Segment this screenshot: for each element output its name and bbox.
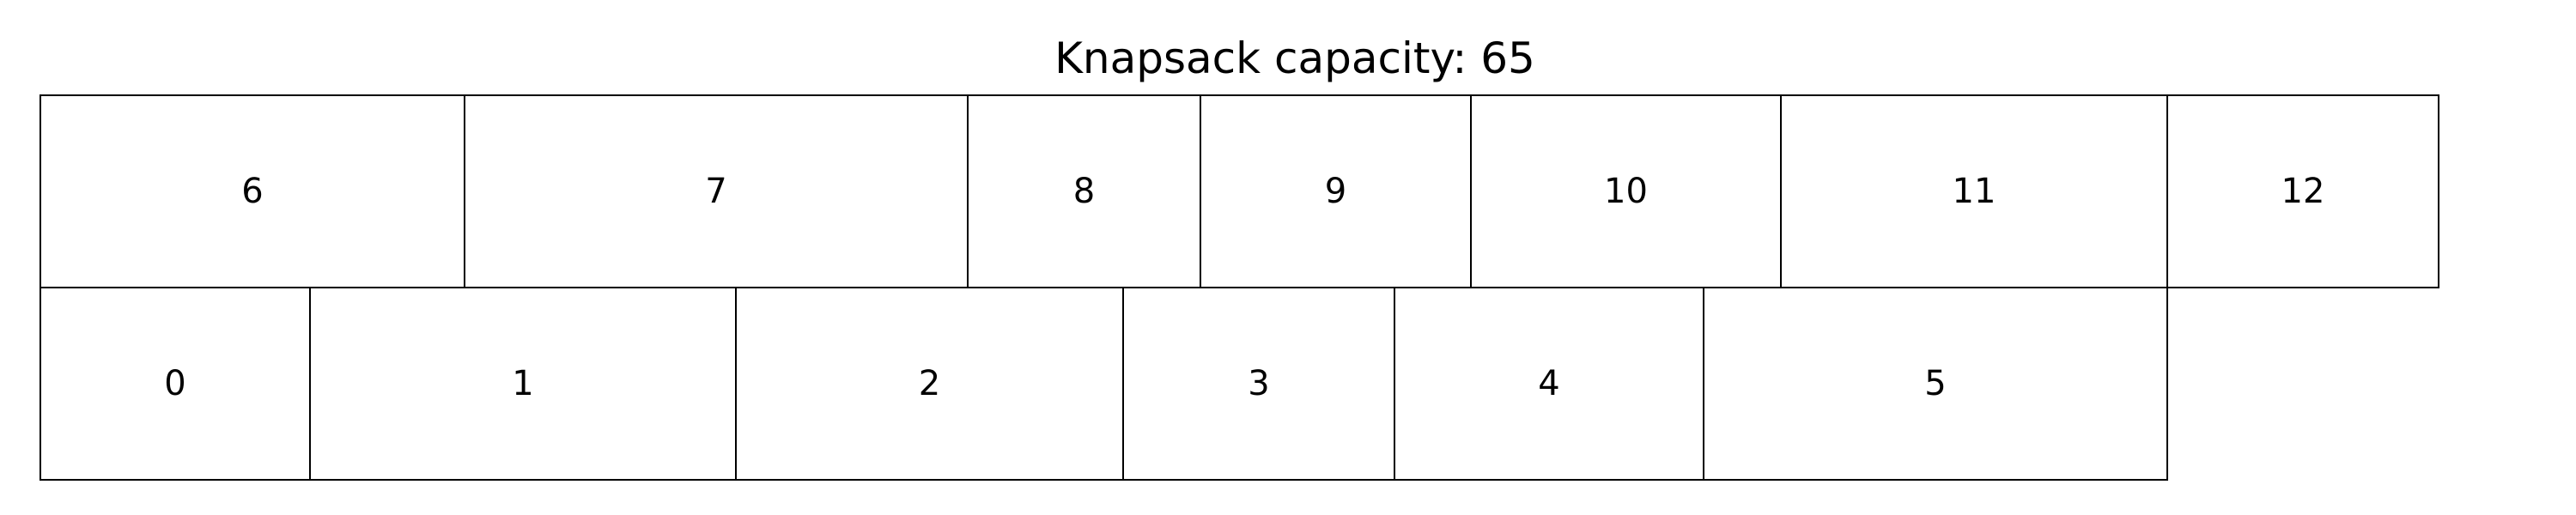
item-box-9: 9 bbox=[1200, 94, 1472, 288]
item-box-6: 6 bbox=[39, 94, 465, 288]
diagram-title: Knapsack capacity: 65 bbox=[1054, 33, 1535, 83]
item-rect bbox=[309, 287, 737, 481]
item-label: 11 bbox=[1953, 172, 1996, 211]
item-label: 9 bbox=[1325, 172, 1346, 211]
item-rect bbox=[1394, 287, 1704, 481]
item-rect bbox=[39, 287, 311, 481]
item-row-0: 6 7 8 9 10 11 12 bbox=[39, 94, 2439, 288]
item-rows: 6 7 8 9 10 11 120 1 2 3 4 5 bbox=[39, 94, 2439, 481]
item-label: 4 bbox=[1538, 364, 1559, 403]
item-label: 12 bbox=[2281, 172, 2325, 211]
item-label: 10 bbox=[1604, 172, 1648, 211]
item-label: 3 bbox=[1248, 364, 1269, 403]
item-rect bbox=[1470, 94, 1782, 288]
item-label: 2 bbox=[919, 364, 940, 403]
item-rect bbox=[2166, 94, 2439, 288]
item-box-1: 1 bbox=[309, 287, 737, 481]
item-rect bbox=[735, 287, 1124, 481]
item-label: 7 bbox=[705, 172, 726, 211]
item-box-7: 7 bbox=[464, 94, 969, 288]
item-box-0: 0 bbox=[39, 287, 311, 481]
item-rect bbox=[1200, 94, 1472, 288]
item-box-2: 2 bbox=[735, 287, 1124, 481]
item-box-4: 4 bbox=[1394, 287, 1704, 481]
item-box-8: 8 bbox=[967, 94, 1201, 288]
item-box-10: 10 bbox=[1470, 94, 1782, 288]
item-box-3: 3 bbox=[1122, 287, 1395, 481]
item-label: 1 bbox=[512, 364, 533, 403]
item-box-12: 12 bbox=[2166, 94, 2439, 288]
item-rect bbox=[39, 94, 465, 288]
item-box-5: 5 bbox=[1703, 287, 2168, 481]
item-box-11: 11 bbox=[1780, 94, 2168, 288]
item-label: 6 bbox=[241, 172, 263, 211]
item-rect bbox=[967, 94, 1201, 288]
item-rect bbox=[1703, 287, 2168, 481]
item-rect bbox=[1780, 94, 2168, 288]
item-row-1: 0 1 2 3 4 5 bbox=[39, 287, 2168, 481]
item-label: 5 bbox=[1924, 364, 1946, 403]
item-label: 8 bbox=[1073, 172, 1095, 211]
item-label: 0 bbox=[164, 364, 185, 403]
item-rect bbox=[464, 94, 969, 288]
